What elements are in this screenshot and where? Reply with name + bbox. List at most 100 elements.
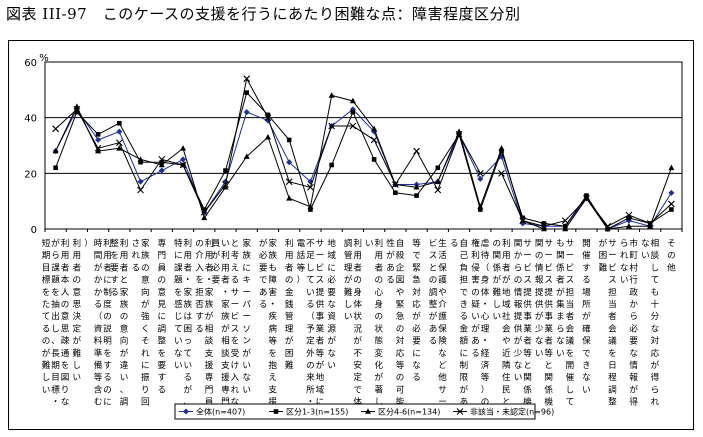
x-category-char: が bbox=[73, 335, 82, 347]
x-category-label: その他 bbox=[667, 238, 676, 273]
x-category-char: 用 bbox=[61, 250, 70, 261]
x-category-char: 入 bbox=[195, 263, 204, 273]
x-category-char: 説 bbox=[103, 322, 112, 334]
x-category-char: れ bbox=[231, 384, 240, 395]
data-point bbox=[222, 181, 229, 188]
x-category-char: の bbox=[353, 276, 362, 286]
data-point bbox=[669, 207, 674, 212]
x-category-char: 専 bbox=[205, 371, 214, 383]
x-category-char: の bbox=[396, 373, 405, 383]
x-category-char: と bbox=[231, 238, 240, 249]
x-category-char: 制 bbox=[103, 286, 112, 298]
x-category-char: 変 bbox=[375, 347, 384, 359]
x-category-char: が bbox=[316, 359, 325, 371]
x-category-char: で bbox=[353, 385, 362, 395]
x-category-char: い bbox=[344, 312, 353, 322]
x-category-char: に bbox=[459, 348, 468, 359]
x-category-char: 対 bbox=[396, 335, 405, 347]
x-category-char: が bbox=[120, 347, 129, 359]
x-category-char: サ bbox=[316, 238, 325, 249]
x-category-char: 関 bbox=[556, 250, 565, 261]
series-line bbox=[55, 108, 672, 230]
x-category-char: 用 bbox=[502, 250, 511, 261]
x-category-char: ） bbox=[481, 384, 490, 395]
x-category-char: 護 bbox=[438, 310, 447, 322]
x-category-char: 等 bbox=[268, 335, 277, 347]
x-category-char: 難 bbox=[492, 286, 501, 298]
x-category-char: 者 bbox=[502, 262, 511, 273]
x-category-char: で bbox=[459, 288, 468, 298]
data-point bbox=[307, 183, 314, 191]
x-category-char: 要 bbox=[212, 275, 221, 286]
x-category-char: ー bbox=[523, 251, 532, 261]
x-category-char: 供 bbox=[535, 298, 544, 310]
x-category-char: が bbox=[141, 298, 150, 310]
x-category-char: が bbox=[629, 383, 638, 395]
x-category-char: い bbox=[327, 361, 336, 371]
x-category-char: 応 bbox=[412, 298, 421, 310]
x-category-char: 者 bbox=[61, 262, 70, 273]
x-category-char: ・ bbox=[268, 300, 277, 310]
x-category-char: 抱 bbox=[268, 359, 277, 371]
x-category-char: 定 bbox=[73, 322, 82, 334]
data-point bbox=[349, 97, 356, 104]
x-category-char: 談 bbox=[221, 347, 230, 359]
data-point bbox=[604, 225, 611, 232]
data-point bbox=[646, 220, 654, 227]
x-category-char: 他 bbox=[667, 261, 676, 273]
y-tick-label: 0 bbox=[31, 225, 37, 236]
x-category-char: ー bbox=[231, 300, 240, 310]
data-point bbox=[137, 178, 144, 185]
x-category-char: 緊 bbox=[412, 262, 421, 273]
x-category-char: ・ bbox=[221, 288, 230, 298]
x-category-char: 等 bbox=[316, 347, 325, 359]
x-category-char: 域 bbox=[316, 383, 325, 395]
x-category-char: が bbox=[94, 261, 103, 273]
data-point bbox=[329, 162, 334, 168]
x-category-char: を bbox=[61, 360, 70, 371]
x-category-char: 支 bbox=[268, 383, 277, 395]
data-point bbox=[414, 193, 419, 198]
x-category-char: て bbox=[183, 349, 192, 359]
data-point bbox=[243, 109, 250, 116]
legend-label: 非該当・未認定(n=96) bbox=[470, 407, 554, 417]
x-category-char: サ bbox=[608, 238, 617, 249]
x-category-char: 域 bbox=[327, 249, 336, 261]
x-category-char: ソ bbox=[242, 324, 251, 334]
x-category-char: を bbox=[231, 336, 240, 347]
x-category-char: ー bbox=[608, 251, 617, 261]
x-category-char: 報 bbox=[514, 299, 523, 310]
x-category-char: 殺 bbox=[396, 249, 405, 261]
x-category-char: す bbox=[582, 262, 591, 273]
x-category-char: 期 bbox=[42, 250, 51, 261]
x-category-char: ビ bbox=[316, 262, 325, 273]
data-point bbox=[328, 122, 336, 130]
x-category-char: 明 bbox=[103, 336, 112, 347]
x-category-char: 意 bbox=[141, 274, 150, 286]
x-category-char: 考 bbox=[231, 250, 240, 261]
x-category-char: 少 bbox=[535, 323, 544, 334]
x-category-char: 定 bbox=[306, 335, 315, 347]
x-category-char: 村 bbox=[629, 261, 638, 273]
x-category-char: し bbox=[492, 299, 501, 310]
x-category-char: に bbox=[327, 262, 336, 273]
x-category-char: る bbox=[459, 311, 468, 322]
x-category-char: 談 bbox=[205, 335, 214, 347]
x-category-char: 家 bbox=[183, 286, 192, 298]
x-category-char: 門 bbox=[205, 384, 214, 395]
x-category-char: 催 bbox=[582, 249, 591, 261]
x-category-char: 回 bbox=[141, 397, 150, 408]
x-category-char: 少 bbox=[514, 348, 523, 359]
x-category-char: 族 bbox=[242, 249, 251, 261]
x-category-char: 等 bbox=[396, 359, 405, 371]
x-category-char: 必 bbox=[412, 322, 421, 334]
x-category-char: 困 bbox=[599, 250, 608, 261]
x-category-char: ス bbox=[231, 324, 240, 334]
x-category-char: の bbox=[429, 276, 438, 286]
x-category-char: 等 bbox=[544, 347, 553, 359]
x-category-char: 思 bbox=[73, 299, 82, 310]
